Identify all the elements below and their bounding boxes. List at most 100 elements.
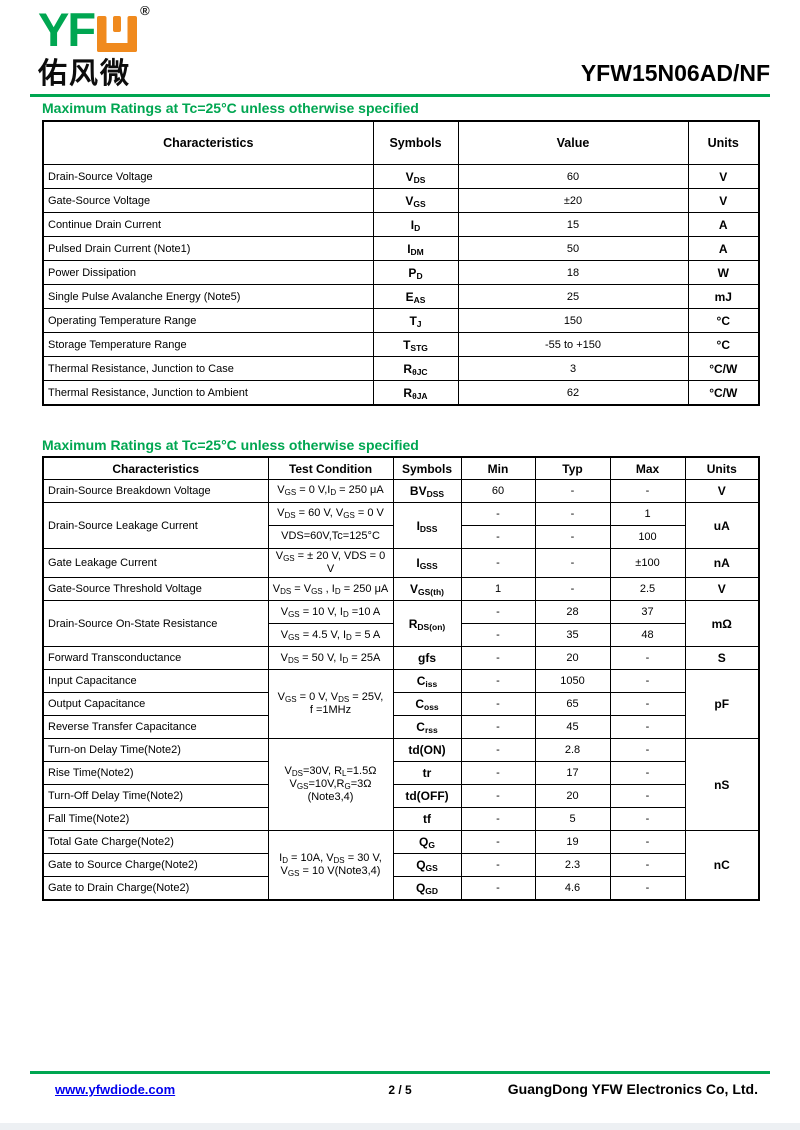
table-row: Turn-Off Delay Time(Note2) td(OFF) -20-	[42, 784, 759, 809]
cell-value: -	[609, 646, 686, 671]
cell-symbol: QG	[392, 830, 462, 855]
cell-test-condition: VGS = ± 20 V, VDS = 0 V	[267, 547, 394, 579]
cell-value: 150	[457, 308, 689, 333]
cell-units: nS	[684, 738, 760, 832]
cell-value: -	[609, 715, 686, 740]
table-row: Pulsed Drain Current (Note1) IDM 50 A	[42, 236, 760, 261]
cell-units: uA	[684, 502, 760, 549]
table-row: Power Dissipation PD 18 W	[42, 260, 760, 285]
cell-value: -	[460, 600, 536, 625]
table-body: Drain-Source Voltage VDS 60 V Gate-Source Vo…	[42, 164, 760, 406]
cell-symbol: QGS	[392, 853, 462, 878]
cell-value: -	[460, 876, 536, 901]
table-header: Characteristics Test Condition Symbols Min T…	[42, 456, 760, 480]
column-header: Characteristics	[42, 120, 374, 165]
cell-value: -	[460, 547, 536, 579]
cell-characteristic: Reverse Transfer Capacitance	[42, 715, 269, 740]
table-row: Drain-Source Voltage VDS 60 V	[42, 164, 760, 189]
cell-units: mΩ	[684, 600, 760, 648]
cell-symbol: VGS	[372, 188, 459, 213]
footer-divider	[30, 1071, 770, 1074]
cell-characteristic: Fall Time(Note2)	[42, 807, 269, 832]
cell-units: °C	[687, 332, 760, 357]
cell-units: °C/W	[687, 356, 760, 381]
cell-characteristic: Pulsed Drain Current (Note1)	[42, 236, 374, 261]
cell-test-condition: VDS = VGS , ID = 250 μA	[267, 577, 394, 602]
cell-test-condition: VDS = 60 V, VGS = 0 V	[267, 502, 394, 526]
cell-symbol: IDSS	[392, 502, 462, 549]
cell-characteristic: Gate to Source Charge(Note2)	[42, 853, 269, 878]
website-link[interactable]: www.yfwdiode.com	[55, 1082, 176, 1097]
column-header: Units	[684, 456, 760, 480]
table-header-row: Characteristics Test Condition Symbols Min T…	[42, 456, 760, 480]
cell-characteristic: Thermal Resistance, Junction to Case	[42, 356, 374, 381]
cell-value: -	[609, 784, 686, 809]
cell-test-condition: VDS=60V,Tc=125°C	[267, 525, 394, 549]
cell-symbol: EAS	[372, 284, 459, 309]
table-row: Gate to Drain Charge(Note2) QGD -4.6-	[42, 876, 759, 901]
table-row: Turn-on Delay Time(Note2) VDS=30V, RL=1.5…	[42, 738, 760, 832]
table-row: Gate Leakage Current VGS = ± 20 V, VDS = …	[42, 547, 760, 579]
cell-symbol: Coss	[392, 692, 462, 717]
cell-units: V	[687, 164, 760, 189]
cell-value: 20	[534, 784, 611, 809]
cell-units: mJ	[687, 284, 760, 309]
cell-value: -	[460, 623, 536, 648]
company-logo: YF ® 佑风微	[38, 3, 150, 90]
cell-value: -	[460, 738, 536, 763]
table-row: Thermal Resistance, Junction to Ambient R…	[42, 380, 760, 406]
cell-symbol: ID	[372, 212, 459, 237]
cell-value: -	[534, 502, 611, 526]
column-header: Max	[609, 456, 686, 480]
cell-test-condition: VGS = 4.5 V, ID = 5 A	[267, 623, 394, 648]
cell-characteristic: Gate to Drain Charge(Note2)	[42, 876, 269, 901]
cell-value: ±20	[457, 188, 689, 213]
column-header: Test Condition	[267, 456, 394, 480]
cell-value: 48	[609, 623, 686, 648]
cell-value: -	[534, 525, 611, 549]
table-row: Reverse Transfer Capacitance Crss -45-	[42, 715, 759, 740]
table-row: Total Gate Charge(Note2) ID = 10A, VDS = …	[42, 830, 760, 901]
cell-value: 20	[534, 646, 611, 671]
table-row: Drain-Source Breakdown Voltage VGS = 0 V,…	[42, 479, 760, 503]
cell-value: 2.5	[609, 577, 686, 602]
cell-value: 4.6	[534, 876, 611, 901]
cell-value: 37	[609, 600, 686, 625]
cell-value: -	[609, 479, 686, 503]
cell-value: 5	[534, 807, 611, 832]
cell-symbol: IGSS	[392, 547, 462, 579]
part-number: YFW15N06AD/NF	[580, 60, 770, 86]
cell-symbol: td(OFF)	[392, 784, 462, 809]
cell-characteristic: Rise Time(Note2)	[42, 761, 269, 786]
cell-symbol: Ciss	[392, 669, 462, 694]
cell-value: 2.3	[534, 853, 611, 878]
table-row: VDS=60V,Tc=125°C - -100	[43, 525, 759, 549]
cell-value: -	[460, 525, 536, 549]
cell-value: 50	[457, 236, 689, 261]
cell-value: 65	[534, 692, 611, 717]
registered-trademark-icon: ®	[140, 3, 150, 18]
cell-characteristic: Power Dissipation	[42, 260, 374, 285]
cell-units: A	[687, 212, 760, 237]
page-number: 2 / 5	[388, 1083, 412, 1097]
cell-characteristic: Gate Leakage Current	[42, 547, 269, 579]
table-row: Fall Time(Note2) tf -5-	[42, 807, 759, 832]
cell-symbol: Crss	[392, 715, 462, 740]
cell-test-condition: VGS = 0 V,ID = 250 μA	[267, 479, 394, 503]
table-row: Gate to Source Charge(Note2) QGS -2.3-	[42, 853, 759, 878]
cell-value: -	[609, 738, 686, 763]
column-header: Value	[457, 120, 689, 165]
cell-characteristic: Gate-Source Voltage	[42, 188, 374, 213]
column-header: Characteristics	[42, 456, 269, 480]
table-row: Thermal Resistance, Junction to Case RθJC…	[42, 356, 760, 381]
cell-symbol: tr	[392, 761, 462, 786]
cell-value: -	[609, 669, 686, 694]
cell-value: -	[609, 761, 686, 786]
logo-chinese-text: 佑风微	[38, 58, 132, 90]
cell-test-condition: VGS = 0 V, VDS = 25V, f =1MHz	[267, 669, 394, 740]
table-row: Input Capacitance VGS = 0 V, VDS = 25V, f …	[42, 669, 760, 740]
column-header: Symbols	[392, 456, 462, 480]
table-row: Continue Drain Current ID 15 A	[42, 212, 760, 237]
section-title-electrical-characteristics: Maximum Ratings at Tc=25°C unless otherw…	[42, 437, 419, 453]
